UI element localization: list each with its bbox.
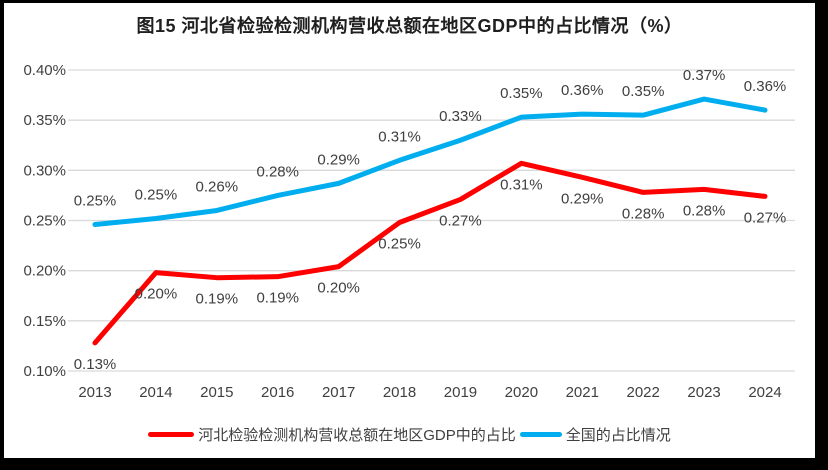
series-line-hebei (92, 160, 768, 346)
x-axis-tick-label: 2019 (444, 384, 477, 401)
data-label-national: 0.35% (622, 83, 665, 100)
x-axis-tick-label: 2023 (687, 384, 720, 401)
y-axis-tick-label: 0.40% (23, 62, 66, 79)
data-label-national: 0.29% (317, 151, 360, 168)
data-label-hebei: 0.20% (317, 280, 360, 297)
data-label-hebei: 0.25% (378, 236, 421, 253)
data-label-hebei: 0.27% (439, 212, 482, 229)
x-axis-tick-label: 2020 (505, 384, 538, 401)
data-label-hebei: 0.27% (744, 209, 787, 226)
data-label-national: 0.28% (256, 163, 299, 180)
data-label-national: 0.31% (378, 128, 421, 145)
data-label-national: 0.35% (500, 85, 543, 102)
data-label-hebei: 0.28% (683, 202, 726, 219)
x-axis-tick-label: 2016 (261, 384, 294, 401)
legend-label-hebei: 河北检验检测机构营收总额在地区GDP中的占比 (198, 426, 516, 444)
y-axis-tick-label: 0.25% (23, 213, 66, 230)
x-axis-tick-label: 2017 (322, 384, 355, 401)
x-axis-tick-label: 2014 (139, 384, 172, 401)
x-axis-tick-label: 2021 (566, 384, 599, 401)
red-line-swatch-icon (148, 431, 195, 437)
y-axis-tick-label: 0.30% (23, 162, 66, 179)
blue-line-swatch-icon (519, 431, 562, 437)
series-line-national (92, 96, 768, 228)
data-label-national: 0.37% (683, 67, 726, 84)
data-label-national: 0.33% (439, 108, 482, 125)
x-axis-tick-label: 2013 (78, 384, 111, 401)
data-label-national: 0.25% (135, 186, 178, 203)
x-axis-tick-label: 2015 (200, 384, 233, 401)
legend-item-national: 全国的占比情况 (519, 424, 671, 445)
legend-label-national: 全国的占比情况 (565, 426, 671, 444)
data-label-hebei: 0.31% (500, 176, 543, 193)
data-label-hebei: 0.13% (74, 356, 117, 373)
x-axis-tick-label: 2022 (626, 384, 659, 401)
y-axis-tick-label: 0.35% (23, 112, 66, 129)
data-label-national: 0.25% (74, 193, 117, 210)
data-label-national: 0.36% (561, 82, 604, 99)
data-label-hebei: 0.20% (135, 286, 178, 303)
x-axis-tick-label: 2018 (383, 384, 416, 401)
data-label-national: 0.36% (744, 78, 787, 95)
x-axis-tick-label: 2024 (748, 384, 781, 401)
data-label-hebei: 0.28% (622, 205, 665, 222)
legend-item-hebei: 河北检验检测机构营收总额在地区GDP中的占比 (148, 424, 516, 445)
chart-title: 图15 河北省检验检测机构营收总额在地区GDP中的占比情况（%） (136, 16, 683, 36)
chart-legend: 河北检验检测机构营收总额在地区GDP中的占比 全国的占比情况 (4, 424, 815, 444)
y-axis-tick-label: 0.15% (23, 313, 66, 330)
data-label-hebei: 0.19% (256, 290, 299, 307)
data-label-national: 0.26% (196, 178, 239, 195)
chart-background (4, 3, 815, 458)
y-axis-tick-label: 0.20% (23, 263, 66, 280)
data-label-hebei: 0.29% (561, 190, 604, 207)
y-axis-tick-label: 0.10% (23, 363, 66, 380)
data-label-hebei: 0.19% (196, 291, 239, 308)
